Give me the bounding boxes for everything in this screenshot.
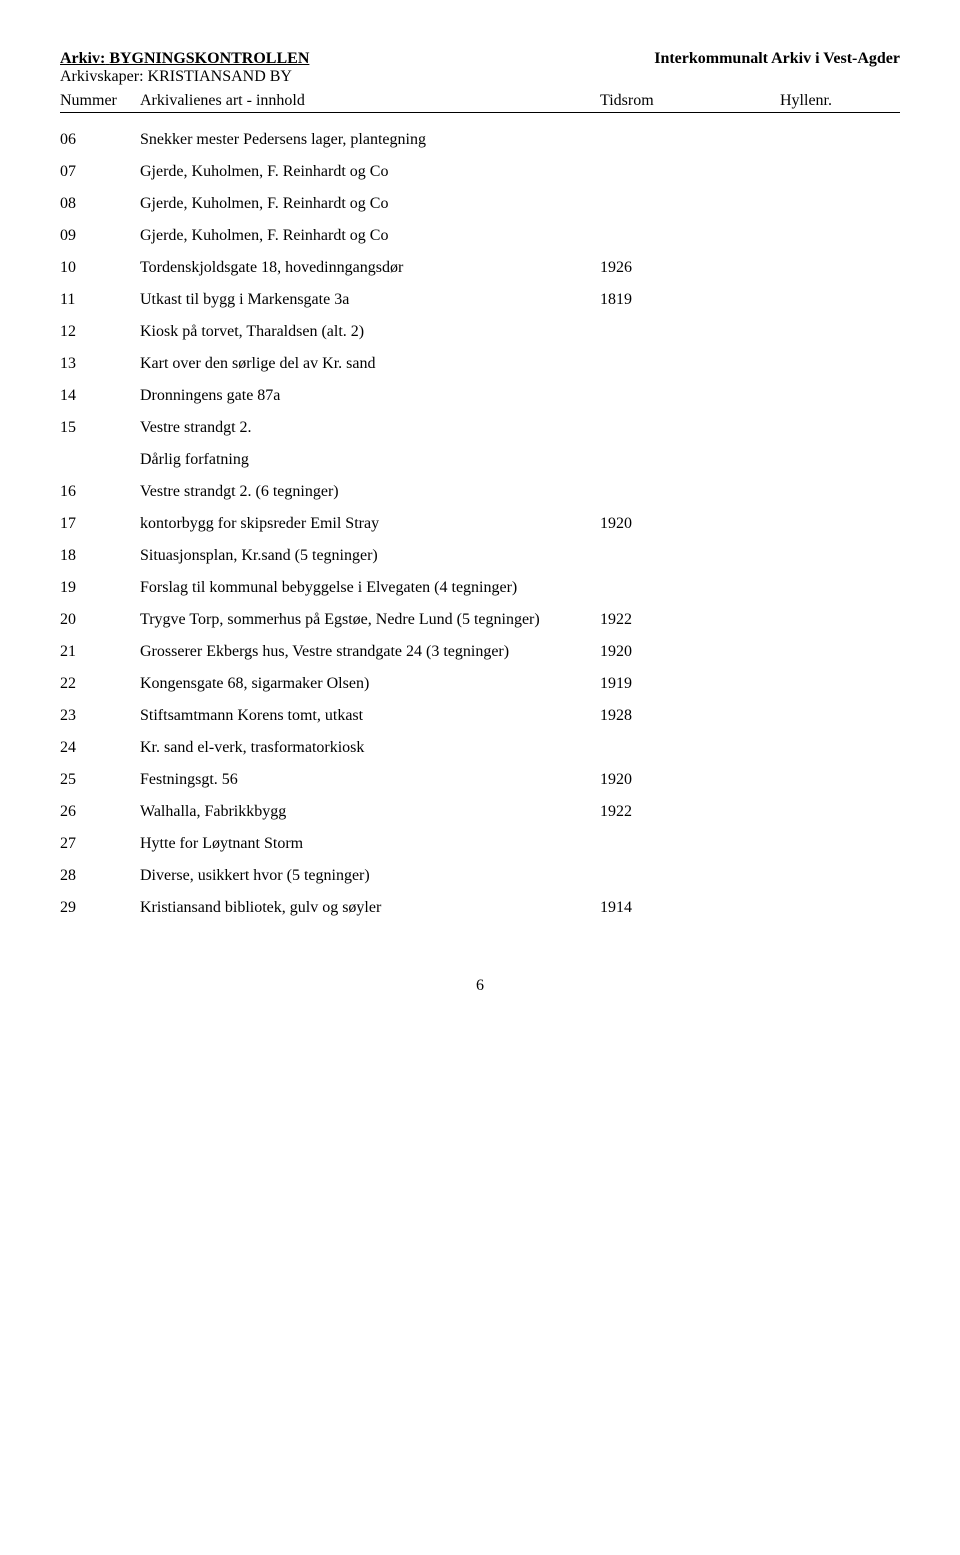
table-row: 19Forslag til kommunal bebyggelse i Elve… (60, 579, 900, 597)
table-row: 21Grosserer Ekbergs hus, Vestre strandga… (60, 643, 900, 661)
col-art: Arkivalienes art - innhold (140, 92, 540, 110)
cell-tidsrom: 1928 (600, 707, 720, 725)
col-hyllenr: Hyllenr. (780, 92, 880, 110)
cell-nummer: 16 (60, 483, 140, 501)
page-header: Arkiv: BYGNINGSKONTROLLEN Arkivskaper: K… (60, 50, 900, 86)
cell-nummer: 25 (60, 771, 140, 789)
cell-nummer: 26 (60, 803, 140, 821)
cell-nummer: 22 (60, 675, 140, 693)
table-row: 24Kr. sand el-verk, trasformatorkiosk (60, 739, 900, 757)
table-row: 22Kongensgate 68, sigarmaker Olsen)1919 (60, 675, 900, 693)
table-row: 25Festningsgt. 561920 (60, 771, 900, 789)
table-row: 10Tordenskjoldsgate 18, hovedinngangsdør… (60, 259, 900, 277)
col-tidsrom: Tidsrom (600, 92, 780, 110)
header-left: Arkiv: BYGNINGSKONTROLLEN Arkivskaper: K… (60, 50, 309, 86)
cell-nummer: 14 (60, 387, 140, 405)
cell-nummer: 29 (60, 899, 140, 917)
archive-line: Arkiv: BYGNINGSKONTROLLEN (60, 50, 309, 68)
creator-line: Arkivskaper: KRISTIANSAND BY (60, 68, 309, 86)
table-row: 20Trygve Torp, sommerhus på Egstøe, Nedr… (60, 611, 900, 629)
col-nummer: Nummer (60, 92, 140, 110)
cell-art: Diverse, usikkert hvor (5 tegninger) (140, 867, 600, 885)
cell-nummer: 10 (60, 259, 140, 277)
column-headers: Nummer Arkivalienes art - innhold Tidsro… (60, 92, 900, 113)
cell-nummer: 12 (60, 323, 140, 341)
cell-tidsrom: 1914 (600, 899, 720, 917)
cell-nummer: 11 (60, 291, 140, 309)
table-row: 18Situasjonsplan, Kr.sand (5 tegninger) (60, 547, 900, 565)
cell-art: Dronningens gate 87a (140, 387, 600, 405)
cell-tidsrom: 1920 (600, 515, 720, 533)
cell-art: Vestre strandgt 2. (6 tegninger) (140, 483, 600, 501)
archive-label: Arkiv: (60, 50, 105, 67)
cell-art: Kiosk på torvet, Tharaldsen (alt. 2) (140, 323, 600, 341)
cell-art: Grosserer Ekbergs hus, Vestre strandgate… (140, 643, 600, 661)
table-row: 16Vestre strandgt 2. (6 tegninger) (60, 483, 900, 501)
cell-art: Kristiansand bibliotek, gulv og søyler (140, 899, 600, 917)
cell-art: Walhalla, Fabrikkbygg (140, 803, 600, 821)
table-row: 28Diverse, usikkert hvor (5 tegninger) (60, 867, 900, 885)
cell-nummer: 24 (60, 739, 140, 757)
archive-value: BYGNINGSKONTROLLEN (109, 50, 309, 67)
cell-tidsrom: 1926 (600, 259, 720, 277)
table-row: 23Stiftsamtmann Korens tomt, utkast1928 (60, 707, 900, 725)
cell-nummer: 21 (60, 643, 140, 661)
cell-tidsrom: 1920 (600, 771, 720, 789)
creator-value: KRISTIANSAND BY (148, 68, 292, 85)
cell-art: kontorbygg for skipsreder Emil Stray (140, 515, 600, 533)
cell-art: Festningsgt. 56 (140, 771, 600, 789)
cell-art: Vestre strandgt 2. (140, 419, 600, 437)
cell-art: Gjerde, Kuholmen, F. Reinhardt og Co (140, 163, 600, 181)
table-row: 27Hytte for Løytnant Storm (60, 835, 900, 853)
cell-art: Kart over den sørlige del av Kr. sand (140, 355, 600, 373)
cell-art: Forslag til kommunal bebyggelse i Elvega… (140, 579, 600, 597)
table-row: 13Kart over den sørlige del av Kr. sand (60, 355, 900, 373)
table-body: 06Snekker mester Pedersens lager, plante… (60, 131, 900, 917)
cell-nummer: 09 (60, 227, 140, 245)
cell-nummer: 17 (60, 515, 140, 533)
cell-nummer: 18 (60, 547, 140, 565)
cell-art: Tordenskjoldsgate 18, hovedinngangsdør (140, 259, 600, 277)
creator-label: Arkivskaper: (60, 68, 144, 85)
cell-art: Situasjonsplan, Kr.sand (5 tegninger) (140, 547, 600, 565)
cell-tidsrom: 1922 (600, 803, 720, 821)
table-row: 17kontorbygg for skipsreder Emil Stray19… (60, 515, 900, 533)
cell-nummer: 27 (60, 835, 140, 853)
cell-nummer: 08 (60, 195, 140, 213)
cell-tidsrom: 1919 (600, 675, 720, 693)
table-row: 29Kristiansand bibliotek, gulv og søyler… (60, 899, 900, 917)
cell-nummer: 06 (60, 131, 140, 149)
cell-nummer: 15 (60, 419, 140, 437)
page-number: 6 (60, 977, 900, 995)
cell-art: Stiftsamtmann Korens tomt, utkast (140, 707, 600, 725)
cell-nummer: 19 (60, 579, 140, 597)
table-note: Dårlig forfatning (140, 451, 900, 469)
cell-art: Kr. sand el-verk, trasformatorkiosk (140, 739, 600, 757)
cell-art: Gjerde, Kuholmen, F. Reinhardt og Co (140, 227, 600, 245)
cell-art: Utkast til bygg i Markensgate 3a (140, 291, 600, 309)
cell-tidsrom: 1819 (600, 291, 720, 309)
cell-art: Trygve Torp, sommerhus på Egstøe, Nedre … (140, 611, 600, 629)
cell-art: Snekker mester Pedersens lager, plantegn… (140, 131, 600, 149)
cell-art: Gjerde, Kuholmen, F. Reinhardt og Co (140, 195, 600, 213)
cell-art: Hytte for Løytnant Storm (140, 835, 600, 853)
table-row: 15Vestre strandgt 2. (60, 419, 900, 437)
table-row: 09Gjerde, Kuholmen, F. Reinhardt og Co (60, 227, 900, 245)
cell-tidsrom: 1920 (600, 643, 720, 661)
table-row: 11Utkast til bygg i Markensgate 3a1819 (60, 291, 900, 309)
cell-tidsrom: 1922 (600, 611, 720, 629)
cell-nummer: 28 (60, 867, 140, 885)
cell-art: Kongensgate 68, sigarmaker Olsen) (140, 675, 600, 693)
table-row: 08Gjerde, Kuholmen, F. Reinhardt og Co (60, 195, 900, 213)
table-row: 07Gjerde, Kuholmen, F. Reinhardt og Co (60, 163, 900, 181)
table-row: 14Dronningens gate 87a (60, 387, 900, 405)
cell-nummer: 20 (60, 611, 140, 629)
cell-nummer: 07 (60, 163, 140, 181)
table-row: 26Walhalla, Fabrikkbygg1922 (60, 803, 900, 821)
cell-nummer: 13 (60, 355, 140, 373)
table-row: 06Snekker mester Pedersens lager, plante… (60, 131, 900, 149)
cell-nummer: 23 (60, 707, 140, 725)
header-org: Interkommunalt Arkiv i Vest-Agder (654, 50, 900, 68)
table-row: 12Kiosk på torvet, Tharaldsen (alt. 2) (60, 323, 900, 341)
